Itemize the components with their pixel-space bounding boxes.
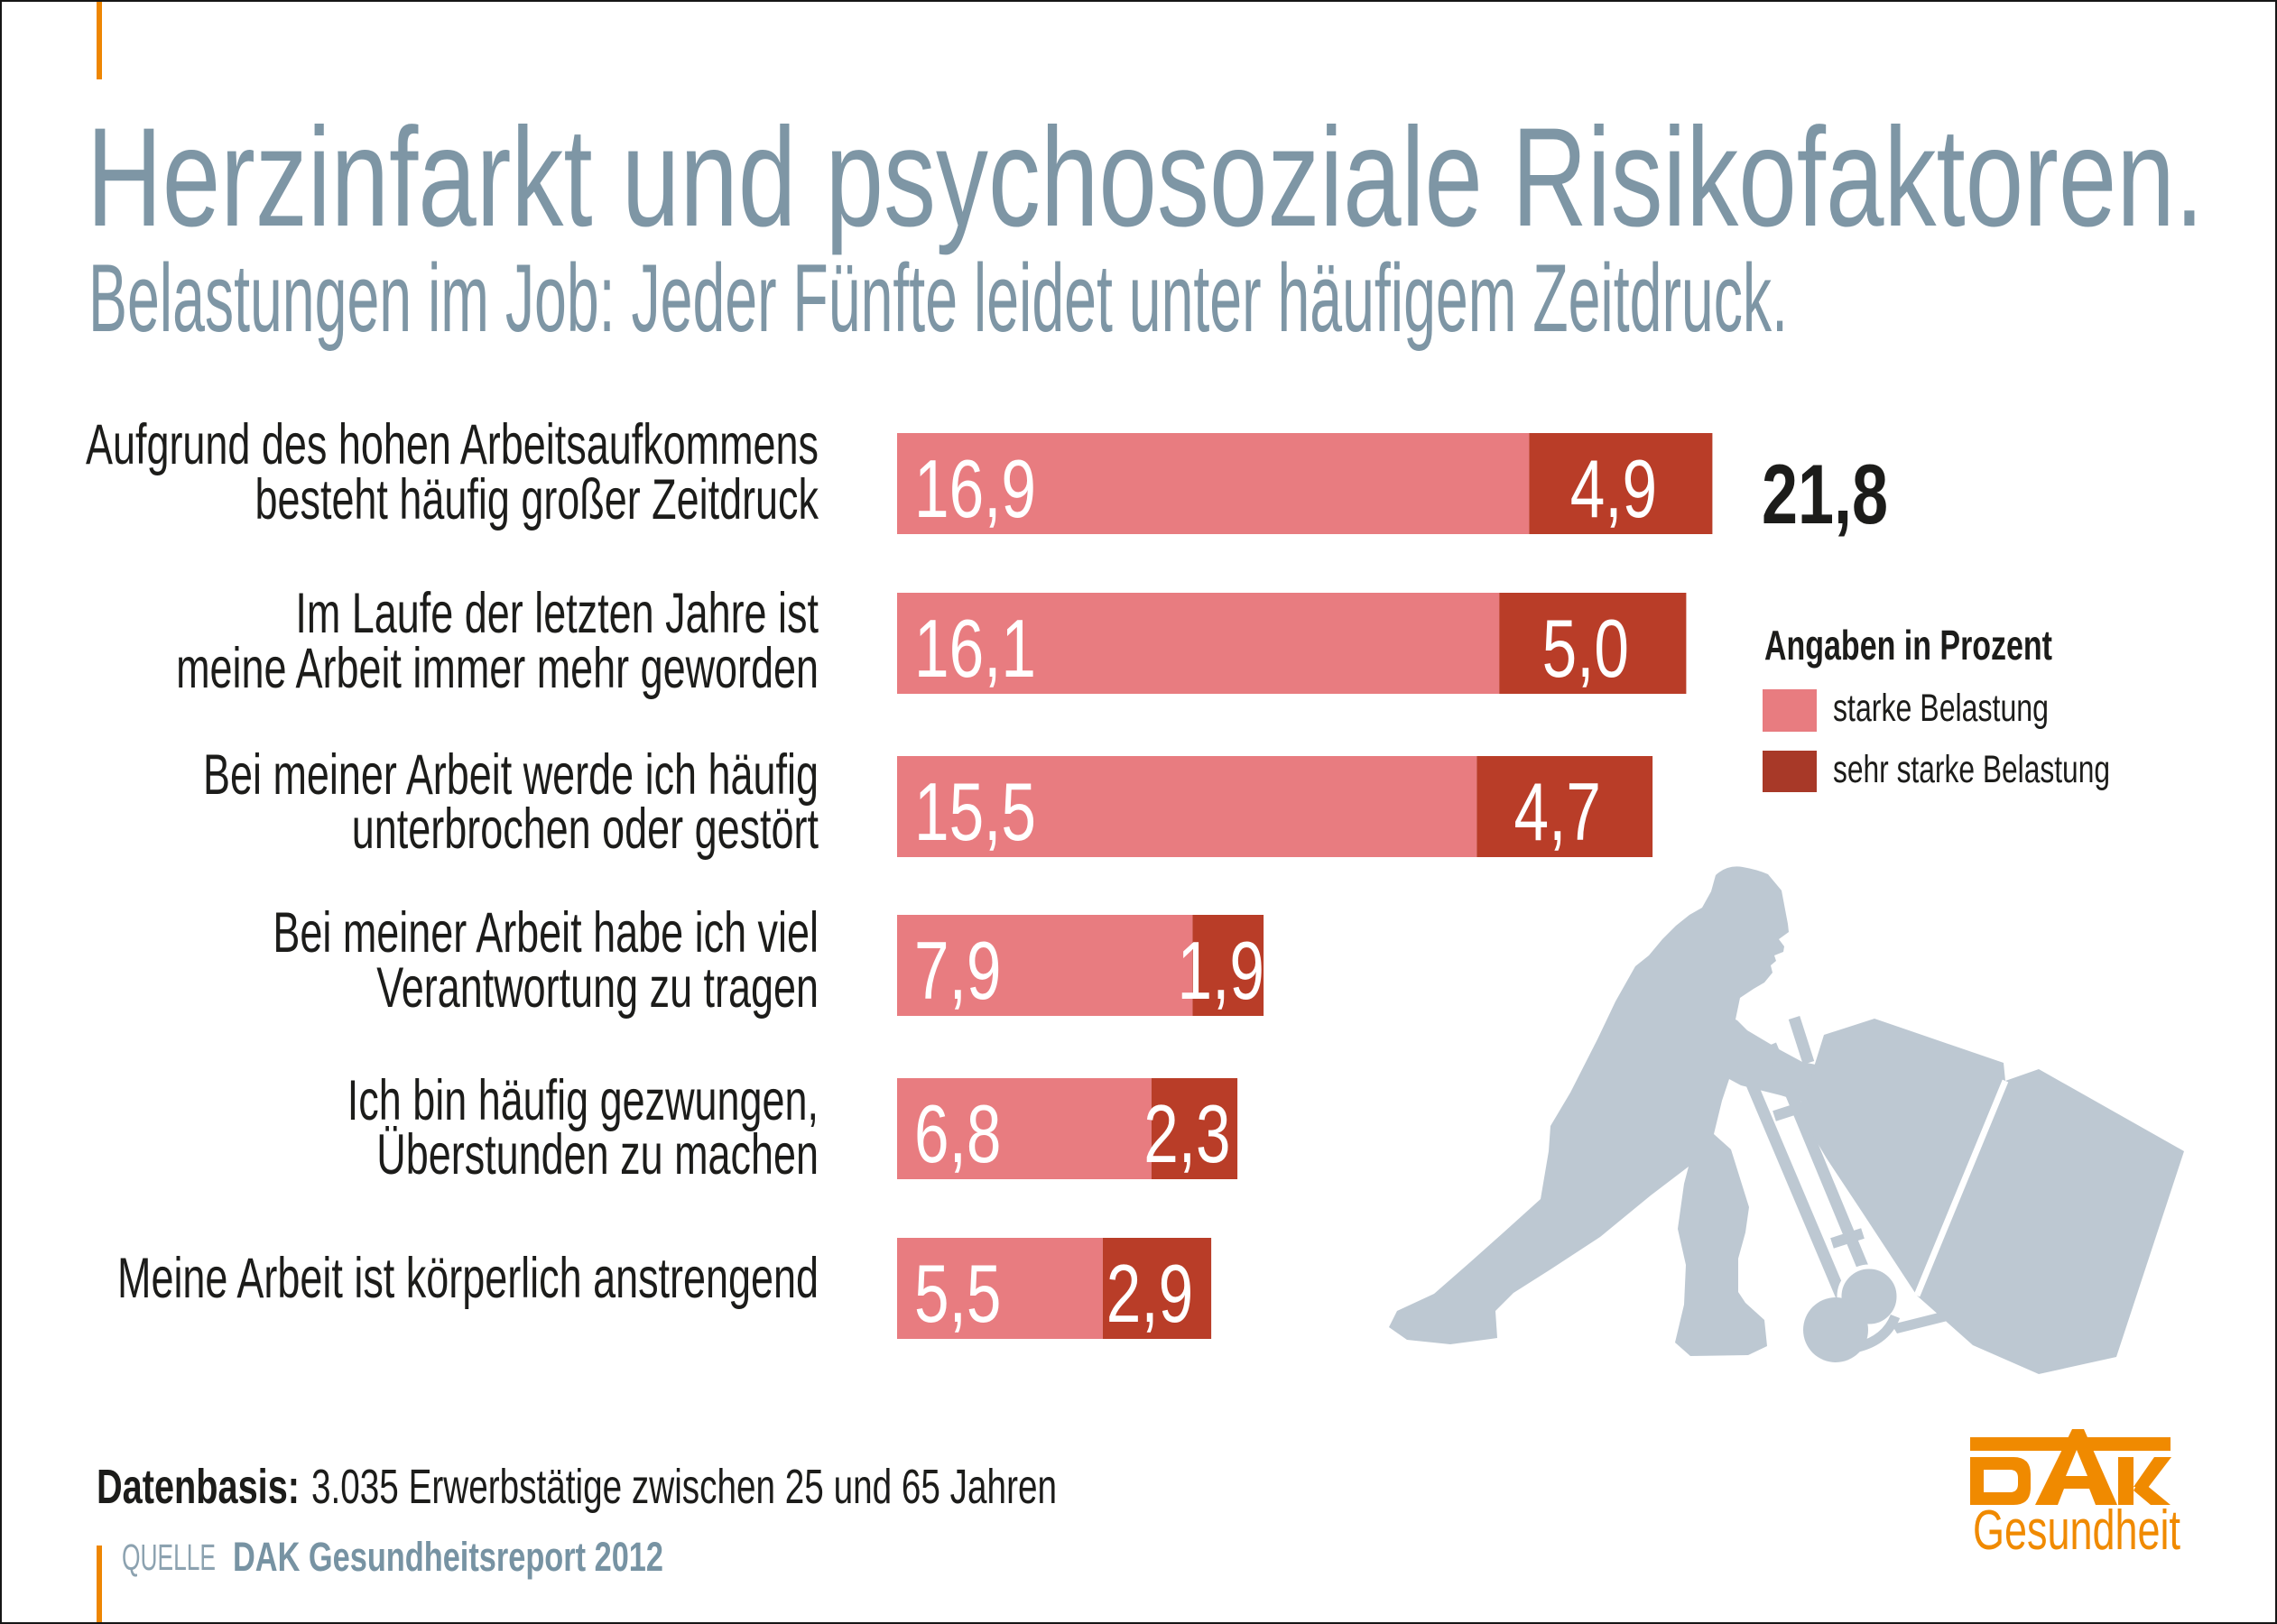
svg-text:Bei meiner Arbeit habe ich vie: Bei meiner Arbeit habe ich viel bbox=[273, 901, 819, 964]
svg-text:1,9: 1,9 bbox=[1178, 926, 1264, 1017]
svg-text:Belastungen im Job: Jeder Fünf: Belastungen im Job: Jeder Fünfte leidet … bbox=[88, 244, 1788, 352]
svg-text:besteht häufig großer Zeitdruc: besteht häufig großer Zeitdruck bbox=[255, 468, 819, 531]
svg-text:Ich bin häufig gezwungen,: Ich bin häufig gezwungen, bbox=[347, 1069, 819, 1132]
svg-text:Herzinfarkt und psychosoziale: Herzinfarkt und psychosoziale Risikofakt… bbox=[87, 99, 2204, 256]
svg-text:2,3: 2,3 bbox=[1143, 1089, 1230, 1180]
svg-text:DAK Gesundheitsreport 2012: DAK Gesundheitsreport 2012 bbox=[233, 1534, 663, 1580]
svg-text:Angaben in Prozent: Angaben in Prozent bbox=[1764, 622, 2052, 669]
svg-text:Aufgrund des hohen Arbeitsaufk: Aufgrund des hohen Arbeitsaufkommens bbox=[86, 413, 819, 476]
svg-text:21,8: 21,8 bbox=[1762, 447, 1888, 541]
svg-text:7,9: 7,9 bbox=[914, 926, 1001, 1017]
svg-text:15,5: 15,5 bbox=[914, 767, 1036, 858]
svg-text:5,5: 5,5 bbox=[914, 1249, 1001, 1340]
svg-text:unterbrochen oder gestört: unterbrochen oder gestört bbox=[352, 798, 819, 861]
svg-text:4,7: 4,7 bbox=[1514, 767, 1601, 858]
svg-text:QUELLE: QUELLE bbox=[122, 1536, 216, 1578]
svg-text:5,0: 5,0 bbox=[1542, 604, 1629, 695]
svg-text:Gesundheit: Gesundheit bbox=[1973, 1499, 2180, 1562]
svg-text:Meine Arbeit ist körperlich an: Meine Arbeit ist körperlich anstrengend bbox=[117, 1247, 819, 1310]
svg-text:Datenbasis:: Datenbasis: bbox=[97, 1460, 300, 1514]
svg-text:meine Arbeit immer mehr geword: meine Arbeit immer mehr geworden bbox=[176, 637, 819, 700]
svg-text:Bei meiner Arbeit werde ich hä: Bei meiner Arbeit werde ich häufig bbox=[203, 743, 819, 807]
svg-text:16,1: 16,1 bbox=[914, 604, 1036, 695]
svg-text:16,9: 16,9 bbox=[914, 444, 1036, 535]
svg-text:Verantwortung zu tragen: Verantwortung zu tragen bbox=[376, 956, 819, 1020]
svg-text:starke Belastung: starke Belastung bbox=[1833, 687, 2049, 730]
svg-text:4,9: 4,9 bbox=[1570, 444, 1657, 535]
svg-text:Überstunden zu machen: Überstunden zu machen bbox=[376, 1123, 819, 1186]
svg-text:2,9: 2,9 bbox=[1106, 1249, 1193, 1340]
svg-text:Im Laufe der letzten Jahre ist: Im Laufe der letzten Jahre ist bbox=[295, 582, 819, 645]
svg-text:sehr starke Belastung: sehr starke Belastung bbox=[1833, 748, 2110, 791]
svg-text:6,8: 6,8 bbox=[914, 1089, 1001, 1180]
svg-text:3.035 Erwerbstätige zwischen 2: 3.035 Erwerbstätige zwischen 25 und 65 J… bbox=[311, 1460, 1057, 1514]
